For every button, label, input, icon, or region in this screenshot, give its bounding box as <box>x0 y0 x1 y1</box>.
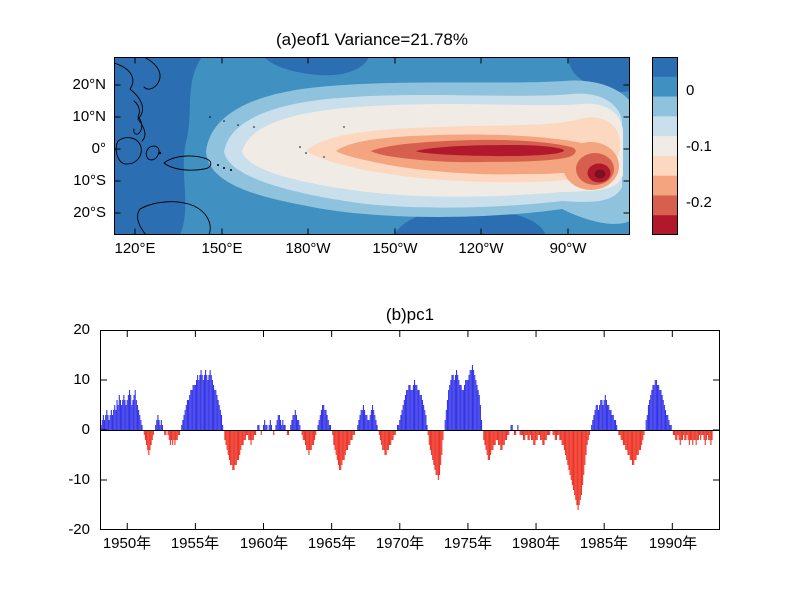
island-dots <box>158 116 345 171</box>
colorbar-label-n02: -0.2 <box>686 194 712 211</box>
colorbar-label-0: 0 <box>686 82 695 99</box>
pc-xtick-label-1975: 1975年 <box>443 535 493 552</box>
pc-axes-box <box>100 330 720 530</box>
lat-tick-label-20n: 20°N <box>72 76 106 93</box>
map-tick-marks <box>114 57 630 235</box>
colorbar-border <box>652 57 678 235</box>
pc-bar-chart <box>100 330 720 530</box>
pc-xtick-label-1965: 1965年 <box>307 535 357 552</box>
lon-tick-label-150w: 150°W <box>372 240 418 257</box>
lon-tick-label-150e: 150°E <box>201 240 243 257</box>
dark-red-dot-fill <box>495 147 501 154</box>
pc-ytick-label-20: 20 <box>73 321 90 338</box>
eof-map-plot <box>114 57 630 235</box>
pc-xtick-label-1970: 1970年 <box>375 535 425 552</box>
colorbar-label-n01: -0.1 <box>686 138 712 155</box>
borneo-coastline <box>115 137 142 165</box>
pc-bars-group <box>100 365 713 510</box>
lon-tick-label-90w: 90°W <box>549 240 587 257</box>
sulawesi-coastline <box>145 145 160 161</box>
pc-xtick-label-1960: 1960年 <box>239 535 289 552</box>
map-axes-box <box>114 57 630 235</box>
deep-blue-west-fill <box>114 57 202 235</box>
pc-xtick-label-1985: 1985年 <box>579 535 629 552</box>
maroon-minimum-core-fill <box>594 169 606 179</box>
lat-tick-label-20s: 20°S <box>73 204 106 221</box>
lon-tick-label-120w: 120°W <box>458 240 504 257</box>
australia-coastline <box>137 201 211 235</box>
new-guinea-coastline <box>163 155 212 171</box>
coastlines <box>114 57 345 235</box>
lon-tick-label-120e: 120°E <box>114 240 156 257</box>
japan-coastline <box>143 57 161 90</box>
pc-ytick-label-10: 10 <box>73 371 90 388</box>
pc-tick-marks <box>100 330 720 530</box>
asia-coastline <box>114 62 146 142</box>
lon-tick-label-180w: 180°W <box>285 240 331 257</box>
colorbar-bands <box>652 57 678 235</box>
lat-tick-label-10n: 10°N <box>72 108 106 125</box>
dark-red-band-fill <box>416 145 565 157</box>
pc-ytick-label-n20: -20 <box>68 521 90 538</box>
lat-tick-label-0: 0° <box>91 140 106 157</box>
pc-xtick-label-1950: 1950年 <box>102 535 152 552</box>
lat-tick-label-10s: 10°S <box>73 172 106 189</box>
deep-blue-top-center-fill <box>264 57 369 76</box>
deep-blue-top-right-fill <box>568 57 630 92</box>
eof-map-title: (a)eof1 Variance=21.78% <box>275 30 468 49</box>
philippines-coastline <box>133 100 143 135</box>
pc-ytick-label-n10: -10 <box>68 471 90 488</box>
pc-xtick-label-1955: 1955年 <box>170 535 220 552</box>
pc-ytick-label-0: 0 <box>81 421 90 438</box>
contour-fills <box>114 57 630 235</box>
pc-xtick-label-1980: 1980年 <box>511 535 561 552</box>
pc-title: (b)pc1 <box>385 305 435 324</box>
pc-xtick-label-1990: 1990年 <box>648 535 698 552</box>
colorbar <box>652 57 678 235</box>
